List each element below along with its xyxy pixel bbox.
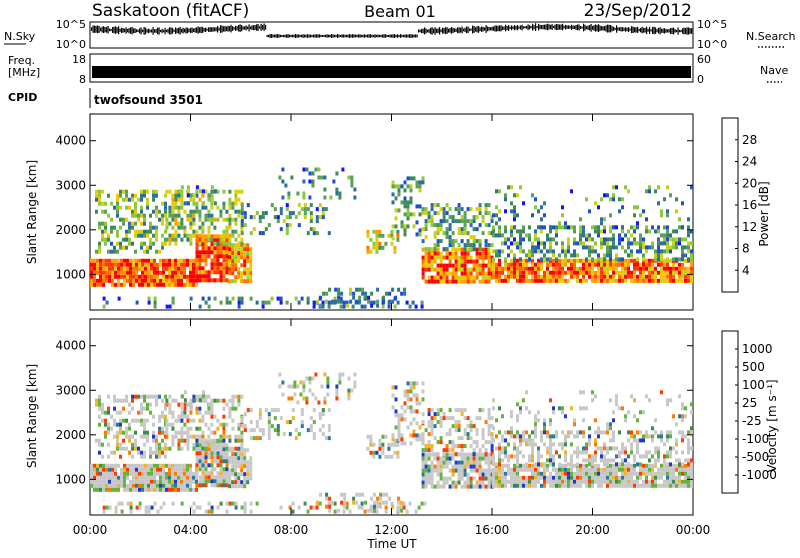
power-colorbar: 4 8 12 16 20 24 28: [721, 117, 757, 293]
nsearch-label: N.Search: [746, 30, 796, 43]
freq-label-2: [MHz]: [8, 66, 40, 79]
beam-title: Beam 01: [364, 2, 436, 21]
power-x-axis: [89, 114, 694, 310]
velocity-colorbar: 1000 500 100 25 -25 -100 -500 -1000: [721, 330, 777, 494]
time-tick-label: 00:00: [73, 523, 108, 537]
velocity-colorbar-tick-label: -25: [742, 414, 762, 428]
power-y-axis: 1000 2000 3000 4000: [55, 134, 693, 281]
velocity-y-tick-label: 3000: [55, 383, 86, 397]
time-tick-label: 16:00: [475, 523, 510, 537]
power-y-tick-label: 4000: [55, 134, 86, 148]
velocity-heatmap: [90, 372, 693, 514]
velocity-colorbar-tick-label: -500: [742, 450, 769, 464]
time-tick-label: 20:00: [575, 523, 610, 537]
power-y-tick-label: 2000: [55, 223, 86, 237]
nsky-panel: [89, 21, 694, 49]
velocity-y-tick-label: 1000: [55, 472, 86, 486]
time-tick-label: 08:00: [274, 523, 309, 537]
power-heatmap: [90, 167, 693, 309]
velocity-y-tick-label: 4000: [55, 339, 86, 353]
velocity-y-label: Slant Range [km]: [25, 364, 39, 468]
date-title: 23/Sep/2012: [584, 1, 692, 21]
power-colorbar-label: Power [dB]: [757, 181, 771, 246]
nsky-trace: [91, 23, 693, 38]
velocity-y-axis: 1000 2000 3000 4000: [55, 339, 693, 486]
velocity-colorbar-tick-label: -1000: [742, 468, 777, 482]
freq-tick-bottom: 8: [79, 73, 86, 86]
velocity-colorbar-label: Velocity [m s⁻¹]: [765, 379, 779, 472]
cpid-label: CPID: [8, 91, 37, 104]
power-colorbar-tick-label: 16: [742, 198, 757, 212]
time-axis-labels: 00:00 04:00 08:00 12:00 16:00 20:00 00:00: [73, 523, 711, 537]
nsky-label: N.Sky: [4, 30, 36, 43]
velocity-colorbar-tick-label: 100: [742, 378, 765, 392]
power-colorbar-tick-label: 24: [742, 155, 757, 169]
velocity-colorbar-tick-label: 1000: [742, 342, 773, 356]
power-colorbar-tick-label: 12: [742, 220, 757, 234]
velocity-colorbar-tick-label: 25: [742, 396, 757, 410]
station-title: Saskatoon (fitACF): [92, 1, 249, 21]
velocity-y-tick-label: 2000: [55, 428, 86, 442]
nsearch-tick-top: 10^5: [697, 18, 727, 31]
power-colorbar-tick-label: 28: [742, 133, 757, 147]
velocity-colorbar-tick-label: 500: [742, 360, 765, 374]
power-y-label: Slant Range [km]: [25, 160, 39, 264]
freq-panel: [89, 53, 694, 83]
freq-label-1: Freq.: [8, 54, 35, 67]
velocity-colorbar-tick-label: -100: [742, 432, 769, 446]
nsky-tick-top: 10^5: [56, 18, 86, 31]
power-colorbar-tick-label: 8: [742, 242, 750, 256]
power-y-tick-label: 3000: [55, 178, 86, 192]
time-tick-label: 04:00: [173, 523, 208, 537]
time-tick-label: 00:00: [676, 523, 711, 537]
power-y-tick-label: 1000: [55, 267, 86, 281]
nsearch-tick-bottom: 10^0: [697, 38, 727, 51]
freq-tick-top: 18: [72, 53, 86, 66]
freq-bar: [92, 66, 691, 78]
nave-tick-bottom: 0: [697, 73, 704, 86]
time-axis-title: Time UT: [366, 537, 417, 551]
velocity-x-axis: [89, 319, 694, 515]
power-colorbar-tick-label: 4: [742, 263, 750, 277]
cpid-value: twofsound 3501: [94, 93, 203, 107]
power-colorbar-tick-label: 20: [742, 176, 757, 190]
nsky-tick-bottom: 10^0: [56, 38, 86, 51]
nave-tick-top: 60: [697, 53, 711, 66]
time-tick-label: 12:00: [374, 523, 409, 537]
nave-label: Nave: [760, 64, 788, 77]
